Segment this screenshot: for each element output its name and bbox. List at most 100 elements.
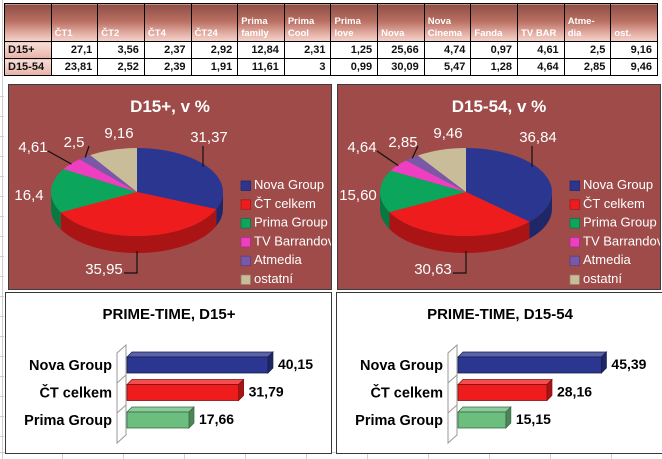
axis-tick	[116, 404, 127, 414]
bar--t-celkem	[126, 384, 240, 401]
value-cell[interactable]: 1,28	[470, 58, 519, 76]
bar-value-label: 15,15	[516, 411, 551, 427]
value-cell[interactable]: 30,09	[377, 58, 425, 76]
pie-label-leader	[124, 251, 138, 274]
legend-label: Nova Group	[583, 177, 653, 192]
axis-tick	[447, 404, 458, 414]
pie-d15-54-canvas: D15-54, v % 36,84 30,63 15,60 4,64 2,85 9,46 No…	[339, 97, 660, 286]
legend-label: Prima Group	[583, 215, 657, 230]
row-label-cell[interactable]: D15-54	[4, 58, 52, 76]
value-cell[interactable]: 2,85	[563, 58, 612, 76]
value-cell[interactable]: 3,56	[97, 41, 145, 59]
pie-value-label: 9,46	[433, 125, 462, 142]
pie-value-label: 36,84	[519, 129, 557, 146]
column-header[interactable]: Fanda	[470, 3, 519, 42]
column-header[interactable]: ČT1	[50, 3, 99, 42]
pie-slice-atmedia	[405, 155, 466, 192]
bar-category-label: Nova Group	[360, 358, 443, 374]
chart-title: D15-54, v %	[452, 97, 547, 116]
value-cell[interactable]: 4,74	[423, 41, 472, 59]
legend-label: Prima Group	[254, 215, 328, 230]
column-header[interactable]: ČT4	[143, 3, 192, 42]
table-row: D15+ 27,1 3,56 2,37 2,92 12,84 2,31 1,25 25,66 4,…	[4, 41, 658, 59]
legend-label: Atmedia	[583, 252, 631, 267]
table-body: D15+ 27,1 3,56 2,37 2,92 12,84 2,31 1,25 25,66 4,…	[4, 41, 658, 76]
value-cell[interactable]: 2,52	[97, 58, 145, 76]
value-cell[interactable]: 2,92	[190, 41, 239, 59]
pie-slice-rim	[51, 192, 61, 230]
column-header[interactable]: ČT2	[97, 3, 145, 42]
column-header[interactable]: Nova	[377, 3, 425, 42]
column-header[interactable]: Prima family	[237, 3, 285, 42]
column-header[interactable]: Prima Cool	[283, 3, 332, 42]
bar-top-face	[457, 406, 512, 413]
bar-chart-primetime-d15plus[interactable]: PRIME-TIME, D15+ Nova Group 40,15 ČT celkem…	[5, 292, 332, 454]
axis-tick	[447, 374, 458, 384]
column-header[interactable]: Atme- dia	[563, 3, 612, 42]
table-header-row: ČT1 ČT2 ČT4 ČT24 Prima family Prima Cool Prima…	[4, 3, 658, 42]
bar-category-label: ČT celkem	[39, 384, 112, 402]
legend-swatch	[569, 274, 580, 285]
legend-label: Atmedia	[254, 252, 302, 267]
bar-prima-group	[457, 411, 507, 429]
pie-label-leader	[453, 251, 467, 274]
pie-slice-rim	[529, 192, 552, 239]
value-cell[interactable]: 27,1	[50, 41, 99, 59]
value-cell[interactable]: 0,97	[470, 41, 519, 59]
column-header[interactable]: ost.	[610, 3, 658, 42]
pie-chart-d15-54[interactable]: D15-54, v % 36,84 30,63 15,60 4,64 2,85 9,46 No…	[337, 84, 661, 290]
pie-chart-d15plus[interactable]: D15+, v % 31,37 35,95 16,4 4,61 2,5 9,16 Nova G…	[8, 84, 332, 290]
bar--t-celkem	[457, 384, 548, 401]
bar-chart-primetime-d15-54[interactable]: PRIME-TIME, D15-54 Nova Group 45,39 ČT celk…	[336, 292, 662, 454]
pie-slice-ostatn-	[417, 148, 466, 192]
value-cell[interactable]: 9,16	[610, 41, 658, 59]
value-cell[interactable]: 0,99	[330, 58, 379, 76]
pie-value-label: 31,37	[190, 129, 228, 146]
value-cell[interactable]: 11,61	[237, 58, 285, 76]
column-header[interactable]: Prima love	[330, 3, 379, 42]
pie-slice-rim	[389, 212, 530, 253]
value-cell[interactable]: 2,37	[143, 41, 192, 59]
legend-label: ostatní	[583, 271, 622, 286]
value-cell[interactable]: 23,81	[50, 58, 99, 76]
pie-slice-ostatn-	[90, 148, 137, 192]
pie-value-label: 16,4	[14, 187, 43, 204]
value-cell[interactable]: 25,66	[377, 41, 425, 59]
value-cell[interactable]: 4,64	[517, 58, 565, 76]
pie-value-label: 2,5	[64, 134, 85, 151]
bar-nova-group	[126, 356, 269, 374]
column-header[interactable]: Nova Cinema	[423, 3, 472, 42]
chart-title: PRIME-TIME, D15-54	[427, 306, 574, 323]
pie-value-label: 15,60	[339, 187, 377, 204]
value-cell[interactable]: 2,31	[283, 41, 332, 59]
bar-category-label: ČT celkem	[370, 384, 443, 402]
value-cell[interactable]: 1,25	[330, 41, 379, 59]
legend-swatch	[240, 237, 251, 248]
column-header[interactable]: ČT24	[190, 3, 239, 42]
value-cell[interactable]: 12,84	[237, 41, 285, 59]
value-cell[interactable]: 2,39	[143, 58, 192, 76]
legend-label: ostatní	[254, 271, 293, 286]
legend-swatch	[569, 237, 580, 248]
legend-label: Nova Group	[254, 177, 324, 192]
column-header[interactable]: TV BAR	[517, 3, 565, 42]
row-label-cell[interactable]: D15+	[4, 41, 52, 59]
legend-swatch	[569, 180, 580, 191]
table-corner-cell[interactable]	[4, 3, 52, 42]
value-cell[interactable]: 4,61	[517, 41, 565, 59]
bar-value-label: 45,39	[611, 356, 646, 372]
value-cell[interactable]: 1,91	[190, 58, 239, 76]
table-row: D15-54 23,81 2,52 2,39 1,91 11,61 3 0,99 30,09 5,…	[4, 58, 658, 76]
value-cell[interactable]: 2,5	[563, 41, 612, 59]
value-cell[interactable]: 5,47	[423, 58, 472, 76]
pie-label-leader	[411, 145, 419, 159]
pie-value-label: 30,63	[414, 261, 452, 278]
bar-primetime-d15-54-canvas: PRIME-TIME, D15-54 Nova Group 45,39 ČT celk…	[355, 306, 647, 445]
pie-slice-tv-barrandov	[390, 160, 466, 192]
pie-value-label: 4,64	[347, 139, 376, 156]
bar-category-label: Prima Group	[24, 413, 112, 429]
value-cell[interactable]: 9,46	[610, 58, 658, 76]
value-cell[interactable]: 3	[283, 58, 332, 76]
bar-value-label: 31,79	[249, 384, 284, 400]
